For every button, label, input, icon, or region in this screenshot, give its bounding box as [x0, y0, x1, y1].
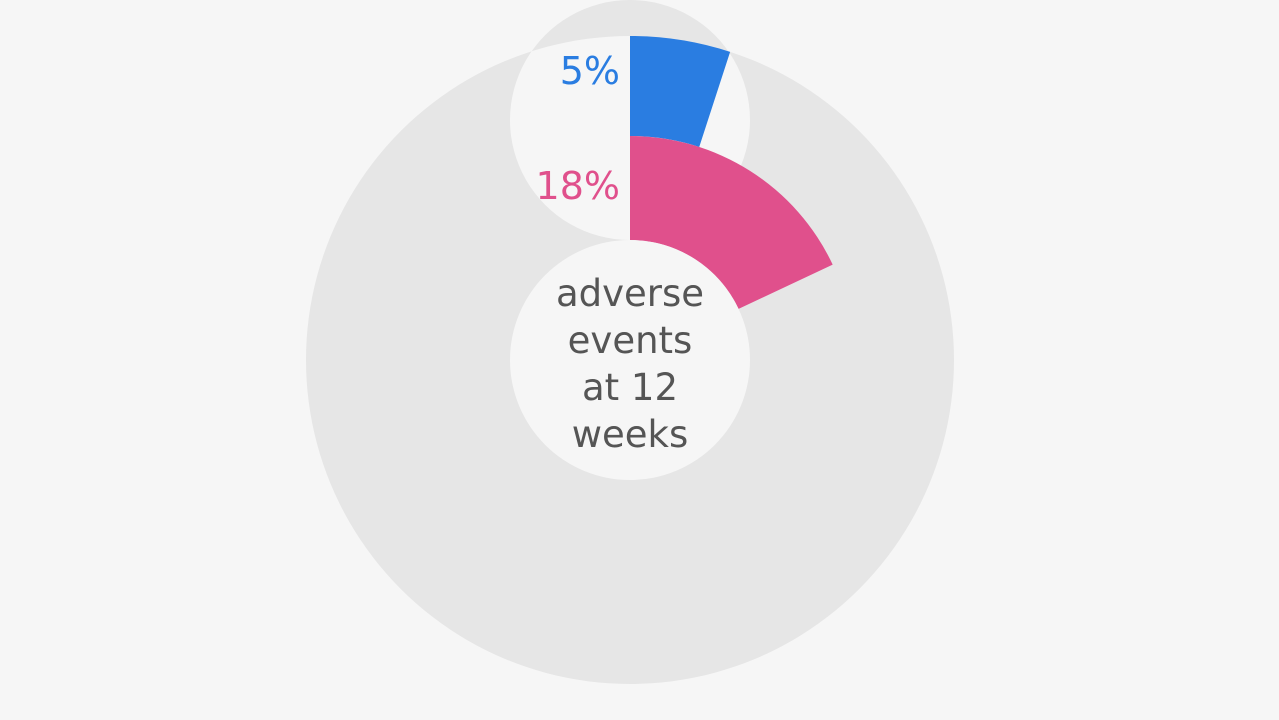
center-label-line: events — [568, 319, 693, 362]
center-label-line: weeks — [572, 413, 689, 456]
bar-18-percent — [630, 136, 833, 309]
center-hole — [510, 240, 750, 480]
bar-5-percent — [630, 36, 731, 147]
center-label-line: adverse — [556, 272, 704, 315]
label-5-percent: 5% — [560, 49, 620, 93]
label-18-percent: 18% — [536, 164, 620, 208]
center-label-line: at 12 — [582, 366, 678, 409]
